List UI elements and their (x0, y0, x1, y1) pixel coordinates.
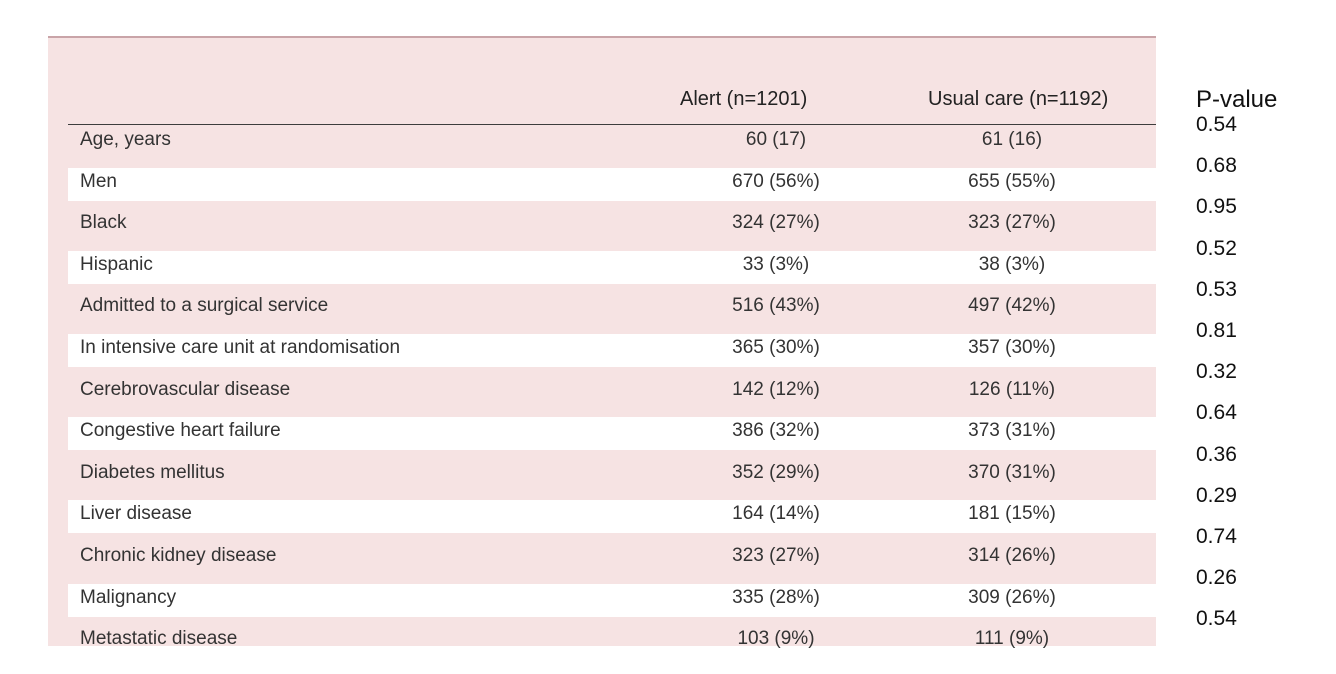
alert-value: 335 (28%) (732, 586, 820, 608)
table-row: Chronic kidney disease 323 (27%) 314 (26%) (68, 542, 1156, 575)
row-label: In intensive care unit at randomisation (80, 337, 401, 358)
usual-care-value: 323 (27%) (968, 212, 1056, 234)
row-label: Age, years (80, 129, 171, 150)
alert-value: 60 (17) (745, 129, 807, 150)
table-row: Black 324 (27%) 323 (27%) (68, 209, 1156, 242)
p-value: 0.68 (1196, 154, 1237, 178)
table-row: Cerebrovascular disease 142 (12%) 126 (11%… (68, 376, 1156, 409)
usual-care-value: 373 (31%) (968, 420, 1056, 442)
table-row: Metastatic disease 103 (9%) 111 (9%) (68, 625, 1156, 658)
row-label: Cerebrovascular disease (80, 378, 291, 400)
row-label: Diabetes mellitus (80, 461, 225, 483)
p-value: 0.54 (1196, 113, 1237, 136)
alert-value: 142 (12%) (732, 378, 820, 400)
p-value: 0.32 (1196, 360, 1237, 384)
row-label: Liver disease (80, 503, 192, 525)
usual-care-value: 181 (15%) (968, 503, 1056, 525)
header-divider (68, 124, 1156, 125)
usual-care-value: 655 (55%) (968, 170, 1056, 192)
column-header-p-value: P-value (1196, 86, 1278, 113)
p-value: 0.53 (1196, 277, 1237, 301)
table-row: Diabetes mellitus 352 (29%) 370 (31%) (68, 459, 1156, 492)
row-label: Black (80, 212, 127, 234)
alert-value: 516 (43%) (732, 295, 820, 317)
column-header-usual-care: Usual care (n=1192) (928, 88, 1109, 110)
table-row: Malignancy 335 (28%) 309 (26%) (68, 583, 1156, 617)
p-value: 0.26 (1196, 566, 1237, 590)
usual-care-value: 61 (16) (981, 129, 1043, 150)
row-label: Chronic kidney disease (80, 545, 277, 566)
usual-care-value: 497 (42%) (968, 295, 1056, 317)
row-label: Congestive heart failure (80, 420, 281, 442)
p-value: 0.29 (1196, 483, 1237, 507)
usual-care-value: 309 (26%) (968, 586, 1056, 608)
alert-value: 352 (29%) (732, 461, 820, 483)
row-label: Men (80, 170, 117, 192)
usual-care-value: 111 (9%) (974, 628, 1050, 650)
usual-care-value: 126 (11%) (968, 378, 1056, 400)
table-row: Congestive heart failure 386 (32%) 373 (31… (68, 417, 1156, 451)
table-row: Men 670 (56%) 655 (55%) (68, 167, 1156, 201)
p-value: 0.81 (1196, 319, 1237, 342)
alert-value: 386 (32%) (732, 420, 820, 442)
p-value: 0.52 (1196, 236, 1237, 260)
alert-value: 164 (14%) (732, 503, 820, 525)
alert-value: 670 (56%) (732, 170, 820, 192)
usual-care-value: 314 (26%) (968, 545, 1056, 566)
table-row: In intensive care unit at randomisation 3… (68, 334, 1156, 367)
table-row: Admitted to a surgical service 516 (43%) 4… (68, 292, 1156, 325)
table-row: Age, years 60 (17) 61 (16) (68, 126, 1156, 159)
p-value: 0.54 (1196, 607, 1237, 631)
usual-care-value: 38 (3%) (978, 253, 1046, 275)
alert-value: 323 (27%) (732, 545, 820, 566)
alert-value: 365 (30%) (732, 337, 820, 358)
p-value: 0.74 (1196, 525, 1237, 548)
table-row: Hispanic 33 (3%) 38 (3%) (68, 250, 1156, 284)
usual-care-value: 370 (31%) (968, 461, 1056, 483)
column-header-alert: Alert (n=1201) (680, 88, 808, 110)
row-label: Metastatic disease (80, 628, 238, 650)
usual-care-value: 357 (30%) (968, 337, 1056, 358)
table-row: Liver disease 164 (14%) 181 (15%) (68, 500, 1156, 534)
row-label: Malignancy (80, 586, 177, 608)
row-label: Admitted to a surgical service (80, 295, 329, 317)
p-value: 0.36 (1196, 442, 1237, 466)
alert-value: 33 (3%) (742, 253, 810, 275)
alert-value: 324 (27%) (732, 212, 820, 234)
p-value: 0.95 (1196, 195, 1237, 219)
p-value: 0.64 (1196, 401, 1237, 425)
row-label: Hispanic (80, 253, 153, 275)
alert-value: 103 (9%) (737, 628, 815, 650)
